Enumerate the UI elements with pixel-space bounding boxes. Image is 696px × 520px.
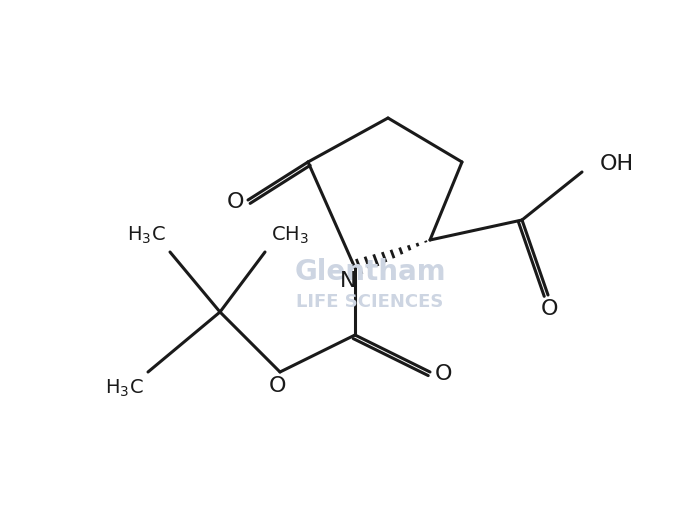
Text: OH: OH — [600, 154, 634, 174]
Text: LIFE SCIENCES: LIFE SCIENCES — [296, 293, 443, 311]
Text: CH$_3$: CH$_3$ — [271, 225, 309, 246]
Text: N: N — [340, 271, 356, 291]
Text: O: O — [269, 376, 287, 396]
Text: O: O — [226, 192, 244, 212]
Text: H$_3$C: H$_3$C — [127, 225, 166, 246]
Text: H$_3$C: H$_3$C — [105, 378, 144, 399]
Text: O: O — [541, 299, 559, 319]
Text: O: O — [435, 364, 453, 384]
Text: Glentham: Glentham — [294, 258, 446, 286]
